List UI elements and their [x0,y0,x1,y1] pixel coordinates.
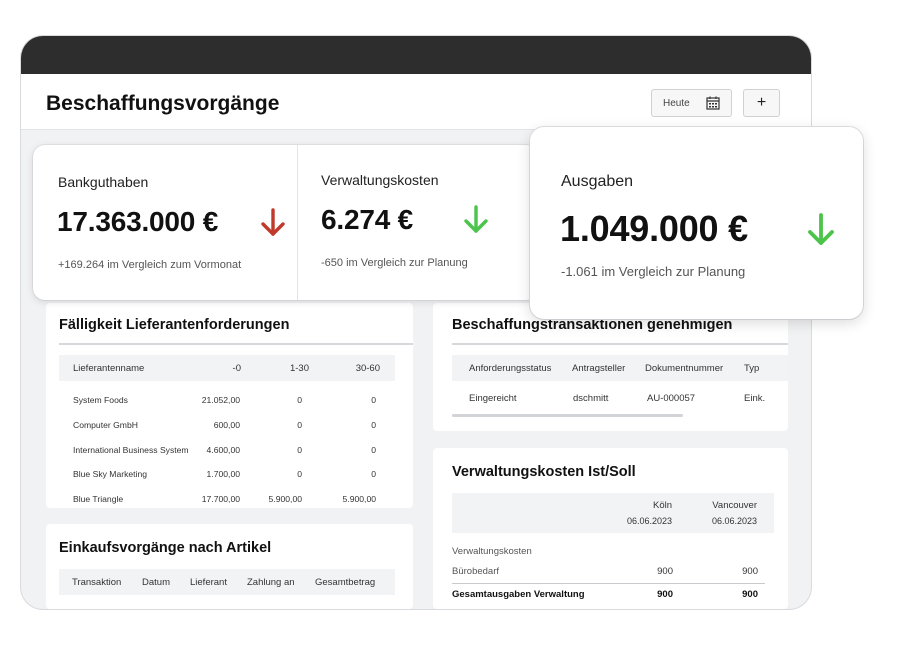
cell-document: AU-000057 [647,393,696,404]
cell-value: 0 [297,445,302,455]
table-header: Anforderungsstatus Antragsteller Dokumen… [452,355,788,381]
kpi-label: Verwaltungskosten [321,172,439,188]
cell-value: 900 [742,566,758,577]
cell-status: Eingereicht [469,393,517,404]
cell-name: Computer GmbH [73,420,138,430]
kpi-admin-costs[interactable]: Verwaltungskosten 6.274 € -650 im Vergle… [298,145,538,300]
cell-name: International Business System [73,445,189,455]
column-header[interactable]: 1-30 [289,363,309,374]
row-label: Bürobedarf [452,566,500,577]
cell-value: 0 [297,420,302,430]
cell-value: 5.900,00 [268,494,302,504]
cell-name: System Foods [73,395,128,405]
arrow-down-icon [261,208,285,236]
arrow-down-icon [464,205,488,233]
kpi-label: Bankguthaben [58,174,149,190]
date-picker-button[interactable]: Heute [651,89,732,117]
kpi-note: -650 im Vergleich zur Planung [321,257,468,269]
column-header[interactable]: Antragsteller [572,363,626,374]
panel-title: Verwaltungskosten Ist/Soll [452,464,636,480]
total-value: 900 [742,589,758,600]
column-header[interactable]: Vancouver [712,500,757,511]
add-button[interactable]: + [743,89,780,117]
horizontal-scrollbar[interactable] [452,414,683,417]
column-date: 06.06.2023 [626,516,672,526]
kpi-bank-balance[interactable]: Bankguthaben 17.363.000 € +169.264 im Ve… [33,145,297,300]
column-header[interactable]: 30-60 [355,363,380,374]
supplier-due-panel: Fälligkeit Lieferantenforderungen Liefer… [46,303,413,508]
cell-value: 0 [371,395,376,405]
kpi-value: 1.049.000 € [560,208,748,249]
page-title: Beschaffungsvorgänge [46,92,280,115]
total-label: Gesamtausgaben Verwaltung [452,589,585,600]
admin-costs-panel: Verwaltungskosten Ist/Soll Köln 06.06.20… [433,448,788,609]
page-header: Beschaffungsvorgänge Heute + [21,74,811,130]
cell-value: 0 [297,469,302,479]
divider [297,145,298,300]
kpi-label: Ausgaben [561,173,634,190]
panel-title: Beschaffungstransaktionen genehmigen [452,317,733,333]
date-picker-label: Heute [663,98,690,109]
column-header[interactable]: Transaktion [72,577,122,588]
purchases-by-article-panel: Einkaufsvorgänge nach Artikel Transaktio… [46,524,413,609]
total-value: 900 [657,589,673,600]
calendar-icon [706,96,720,110]
cell-value: 5.900,00 [342,494,376,504]
table-header: Transaktion Datum Lieferant Zahlung an G… [59,569,395,595]
divider [59,343,413,345]
cell-name: Blue Sky Marketing [73,469,148,479]
cell-value: 4.600,00 [206,445,240,455]
section-label: Verwaltungskosten [452,546,532,557]
cell-value: 0 [297,395,302,405]
cell-type: Eink. [744,393,766,404]
column-header[interactable]: Typ [744,363,760,374]
table-header: Köln 06.06.2023 Vancouver 06.06.2023 [452,493,774,533]
divider [452,583,765,584]
column-date: 06.06.2023 [711,516,757,526]
cell-value: 17.700,00 [201,494,240,504]
approve-transactions-panel: Beschaffungstransaktionen genehmigen Anf… [433,303,788,431]
divider [452,343,788,345]
column-header[interactable]: Zahlung an [247,577,295,588]
column-header[interactable]: Köln [652,500,672,511]
cell-value: 1.700,00 [206,469,240,479]
column-header[interactable]: Lieferant [190,577,227,588]
panel-title: Einkaufsvorgänge nach Artikel [59,540,272,556]
column-header[interactable]: -0 [232,363,241,374]
cell-value: 21.052,00 [201,395,240,405]
cell-value: 0 [371,420,376,430]
cell-requester: dschmitt [573,393,609,404]
table-header: Lieferantenname -0 1-30 30-60 [59,355,395,381]
cell-value: 900 [657,566,673,577]
kpi-value: 6.274 € [321,204,414,235]
kpi-note: -1.061 im Vergleich zur Planung [561,264,746,279]
column-header[interactable]: Anforderungsstatus [469,363,552,374]
column-header[interactable]: Datum [142,577,170,588]
arrow-down-icon [808,213,834,245]
cell-value: 600,00 [213,420,240,430]
window-titlebar [21,36,811,74]
kpi-card: Bankguthaben 17.363.000 € +169.264 im Ve… [33,145,538,300]
column-header[interactable]: Lieferantenname [73,363,145,374]
cell-value: 0 [371,445,376,455]
kpi-note: +169.264 im Vergleich zum Vormonat [58,259,242,271]
column-header[interactable]: Dokumentnummer [645,363,724,374]
column-header[interactable]: Gesamtbetrag [315,577,376,588]
kpi-value: 17.363.000 € [57,206,219,237]
cell-name: Blue Triangle [73,494,124,504]
app-window: Beschaffungsvorgänge Heute + Fälligkeit … [21,36,811,609]
kpi-expenses-card[interactable]: Ausgaben 1.049.000 € -1.061 im Vergleich… [530,127,863,319]
panel-title: Fälligkeit Lieferantenforderungen [59,317,290,333]
cell-value: 0 [371,469,376,479]
